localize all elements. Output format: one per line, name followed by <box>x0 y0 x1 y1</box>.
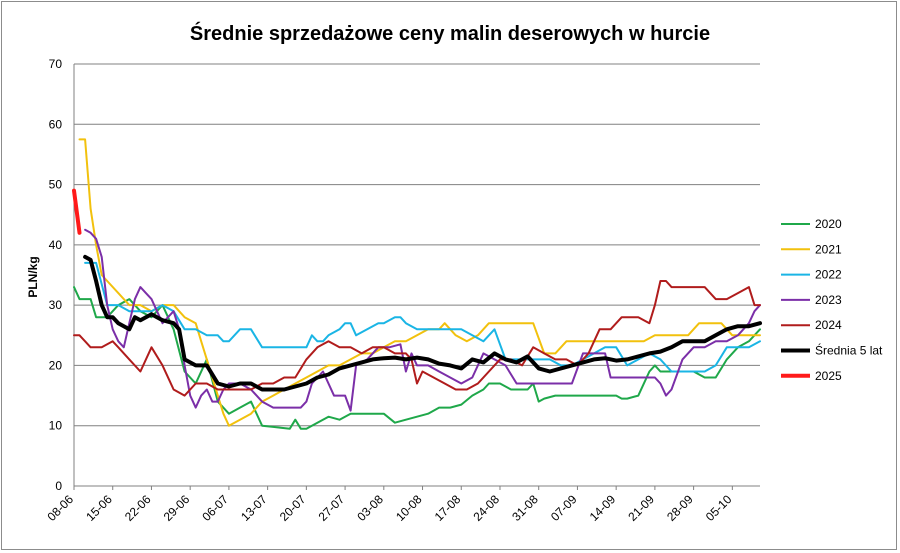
x-tick-label: 15-06 <box>83 492 115 524</box>
series-lines <box>72 138 762 430</box>
y-axis-title: PLN/kg <box>26 256 40 297</box>
y-tick-label: 30 <box>49 298 63 312</box>
y-tick-label: 20 <box>49 358 63 372</box>
x-tick-label: 05-10 <box>703 492 735 524</box>
legend-label: Średnia 5 lat <box>815 343 883 358</box>
x-tick-label: 07-09 <box>548 492 580 524</box>
legend-label: 2021 <box>815 242 842 256</box>
x-axis-ticks: 08-06 15-06 22-06 29-06 06-07 13-07 20-07 27-07… <box>45 486 735 524</box>
x-tick-label: 13-07 <box>238 492 270 524</box>
x-tick-label: 24-08 <box>470 492 502 524</box>
x-tick-label: 10-08 <box>393 492 425 524</box>
series-line-2025 <box>72 188 82 235</box>
y-tick-label: 50 <box>49 178 63 192</box>
x-tick-label: 06-07 <box>199 492 231 524</box>
legend: 2020 2021 2022 2023 2024 Średnia 5 lat 2025 <box>781 217 883 383</box>
y-axis-ticks: 0 10 20 30 40 50 60 70 <box>49 57 63 493</box>
y-tick-label: 40 <box>49 238 63 252</box>
series-line-2023 <box>84 228 761 412</box>
chart-title: Średnie sprzedażowe ceny malin deserowyc… <box>190 21 710 45</box>
x-tick-label: 31-08 <box>509 492 541 524</box>
series-line-2024 <box>73 280 761 397</box>
legend-label: 2023 <box>815 293 842 307</box>
x-tick-label: 03-08 <box>354 492 386 524</box>
series-line-2021 <box>78 138 761 427</box>
y-tick-label: 0 <box>55 479 62 493</box>
y-tick-label: 10 <box>49 419 63 433</box>
y-tick-label: 60 <box>49 117 63 131</box>
legend-label: 2025 <box>815 369 842 383</box>
series-line-2020 <box>73 286 761 430</box>
y-tick-label: 70 <box>49 57 63 71</box>
x-tick-label: 08-06 <box>45 492 77 524</box>
x-tick-label: 28-09 <box>664 492 696 524</box>
x-tick-label: 22-06 <box>122 492 154 524</box>
legend-label: 2020 <box>815 217 842 231</box>
x-tick-label: 20-07 <box>277 492 309 524</box>
series-line-2022 <box>84 261 761 373</box>
x-tick-label: 14-09 <box>587 492 619 524</box>
x-tick-label: 29-06 <box>161 492 193 524</box>
legend-label: 2022 <box>815 268 842 282</box>
x-tick-label: 21-09 <box>625 492 657 524</box>
legend-label: 2024 <box>815 318 842 332</box>
x-tick-label: 17-08 <box>432 492 464 524</box>
series-line-średnia-5-lat <box>83 254 762 392</box>
gridlines <box>73 63 760 487</box>
x-tick-label: 27-07 <box>316 492 348 524</box>
